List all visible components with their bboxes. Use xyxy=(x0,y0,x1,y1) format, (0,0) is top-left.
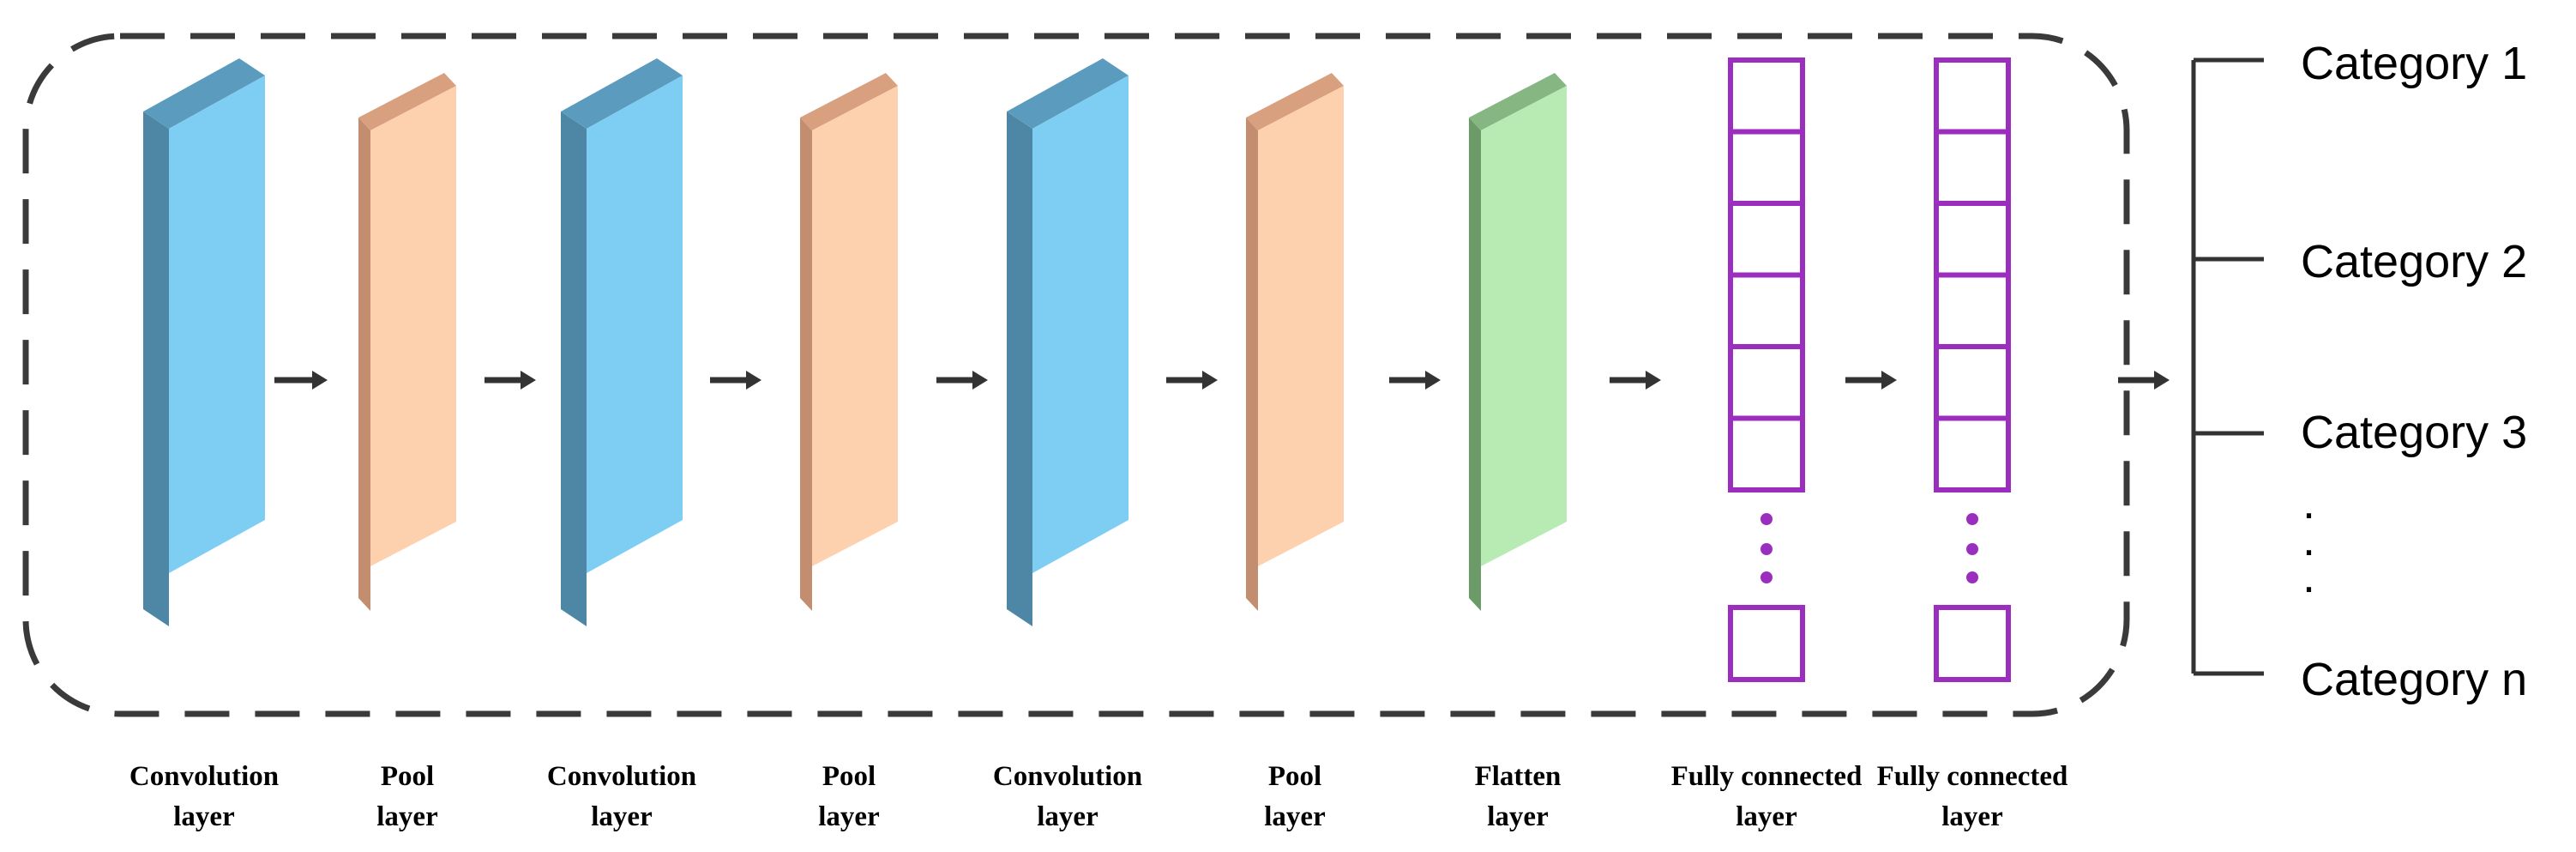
arrow-8 xyxy=(1845,371,1897,390)
ellipsis-dot xyxy=(1760,543,1773,555)
slab-front-face xyxy=(169,76,265,573)
slab-top-face xyxy=(1469,73,1567,130)
slab-side-face xyxy=(143,112,169,626)
neuron-cell xyxy=(1934,415,2011,492)
slab-side-face xyxy=(800,118,812,611)
output-bracket xyxy=(2191,57,2264,676)
slab-side-face xyxy=(1246,118,1258,611)
neuron-cell xyxy=(1934,344,2011,421)
slab-top-face xyxy=(143,58,265,129)
layer-label-line1-3: Convolution xyxy=(547,761,696,792)
category-label-2: Category 2 xyxy=(2301,236,2527,287)
slab-top-face xyxy=(1007,58,1129,129)
arrow-1 xyxy=(274,371,328,390)
slab-front-face xyxy=(1481,86,1567,566)
arrow-4 xyxy=(936,371,988,390)
layer-label-line1-2: Pool xyxy=(381,761,434,792)
neuron-cell xyxy=(1934,129,2011,206)
flatten-layer-slab-7 xyxy=(1469,73,1567,611)
neuron-cell xyxy=(1934,57,2011,135)
category-label-3: Category 3 xyxy=(2301,407,2527,458)
slab-top-face xyxy=(1246,73,1344,130)
neuron-cell xyxy=(1728,129,1805,206)
fc-layers xyxy=(1728,57,2011,682)
network-dashed-border xyxy=(22,33,2130,717)
layer-label-line1-6: Pool xyxy=(1268,761,1321,792)
neuron-cell xyxy=(1728,415,1805,492)
slab-side-face xyxy=(1469,118,1481,611)
slab-side-face xyxy=(561,112,587,626)
layer-label-line2-9: layer xyxy=(1941,801,2002,832)
arrow-6 xyxy=(1389,371,1441,390)
ellipsis-dot xyxy=(1966,513,1978,525)
slab-front-face xyxy=(370,86,456,566)
layer-label-line1-4: Pool xyxy=(822,761,876,792)
layer-label-line1-8: Fully connected xyxy=(1671,761,1863,792)
slab-side-face xyxy=(1007,112,1032,626)
layer-label-line1-7: Flatten xyxy=(1475,761,1562,792)
layer-label-line2-5: layer xyxy=(1037,801,1098,832)
layer-label-line2-6: layer xyxy=(1264,801,1325,832)
neuron-cell xyxy=(1728,272,1805,349)
layer-label-line2-2: layer xyxy=(376,801,437,832)
fully-connected-layer-8 xyxy=(1728,57,1805,682)
ellipsis-dot xyxy=(1760,513,1773,525)
slab-top-face xyxy=(358,73,456,130)
category-ellipsis-dot-3: . xyxy=(2302,551,2315,602)
category-ellipsis-dot-1: . xyxy=(2302,477,2315,529)
slab-top-face xyxy=(561,58,683,129)
pool-layer-slab-6 xyxy=(1246,73,1344,611)
neuron-cell xyxy=(1934,272,2011,349)
category-label-1: Category 1 xyxy=(2301,38,2527,89)
layer-label-line1-9: Fully connected xyxy=(1877,761,2068,792)
layer-label-line2-3: layer xyxy=(591,801,652,832)
layer-label-line2-8: layer xyxy=(1736,801,1797,832)
category-ellipsis-dot-2: . xyxy=(2302,514,2315,565)
neuron-cell xyxy=(1728,344,1805,421)
layer-slabs xyxy=(143,58,1567,626)
neuron-cell xyxy=(1728,57,1805,135)
neuron-cell-last xyxy=(1728,605,1805,682)
layer-label-line1-1: Convolution xyxy=(129,761,279,792)
ellipsis-dot xyxy=(1760,571,1773,583)
conv-layer-slab-3 xyxy=(561,58,683,626)
arrow-2 xyxy=(485,371,536,390)
layer-label-line1-5: Convolution xyxy=(993,761,1142,792)
neuron-cell xyxy=(1728,201,1805,278)
fully-connected-layer-9 xyxy=(1934,57,2011,682)
arrow-5 xyxy=(1166,371,1218,390)
slab-top-face xyxy=(800,73,898,130)
ellipsis-dot xyxy=(1966,571,1978,583)
slab-front-face xyxy=(1032,76,1129,573)
category-label-n: Category n xyxy=(2301,654,2527,705)
layer-label-line2-4: layer xyxy=(818,801,879,832)
conv-layer-slab-5 xyxy=(1007,58,1129,626)
arrow-7 xyxy=(1610,371,1661,390)
layer-labels: Convolution layer Pool layer Convolution laye… xyxy=(129,761,2067,832)
slab-front-face xyxy=(812,86,898,566)
slab-front-face xyxy=(587,76,683,573)
arrow-3 xyxy=(710,371,761,390)
flow-arrows xyxy=(274,371,2170,390)
neuron-cell-last xyxy=(1934,605,2011,682)
conv-layer-slab-1 xyxy=(143,58,265,626)
pool-layer-slab-4 xyxy=(800,73,898,611)
layer-label-line2-1: layer xyxy=(173,801,234,832)
slab-front-face xyxy=(1258,86,1344,566)
neuron-cell xyxy=(1934,201,2011,278)
ellipsis-dot xyxy=(1966,543,1978,555)
pool-layer-slab-2 xyxy=(358,73,456,611)
layer-label-line2-7: layer xyxy=(1487,801,1548,832)
slab-side-face xyxy=(358,118,370,611)
arrow-9 xyxy=(2118,371,2170,390)
